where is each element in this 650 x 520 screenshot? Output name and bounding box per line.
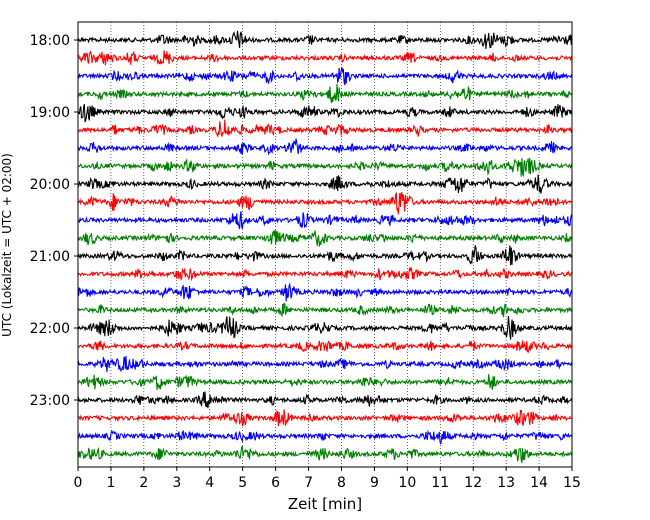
trace-2130	[77, 282, 572, 302]
trace-2145	[77, 302, 573, 318]
y-tick-label: 18:00	[30, 33, 70, 49]
x-grid	[110, 22, 540, 467]
trace-1930	[77, 138, 573, 156]
trace-2345	[77, 446, 573, 464]
trace-2030	[77, 211, 573, 229]
trace-2100	[77, 245, 573, 266]
trace-2200	[77, 315, 573, 340]
x-tick-label: 13	[497, 475, 515, 491]
trace-1915	[77, 119, 573, 138]
trace-1900	[77, 103, 573, 123]
x-tick-label: 14	[530, 475, 548, 491]
x-tick-label: 10	[398, 475, 416, 491]
y-tick-label: 21:00	[30, 249, 70, 265]
trace-2315	[77, 409, 573, 427]
trace-1830	[77, 67, 573, 86]
trace-2115	[77, 266, 573, 282]
x-ticks: 0 1 2 3 4 5 6 7 8 9 10 11 12 13 14 15	[74, 467, 581, 491]
trace-2245	[77, 374, 573, 391]
trace-2045	[77, 229, 573, 247]
x-tick-label: 2	[139, 475, 148, 491]
trace-2015	[77, 191, 573, 215]
traces	[77, 30, 573, 464]
y-tick-label: 19:00	[30, 105, 70, 121]
x-tick-label: 5	[238, 475, 247, 491]
x-tick-label: 12	[464, 475, 482, 491]
trace-2230	[77, 356, 573, 373]
x-tick-label: 11	[431, 475, 449, 491]
trace-2215	[77, 340, 573, 354]
plot-frame	[77, 21, 573, 468]
trace-2330	[77, 429, 573, 445]
trace-2300	[77, 391, 573, 409]
y-tick-label: 20:00	[30, 177, 70, 193]
x-axis-label: Zeit [min]	[288, 495, 362, 513]
trace-1845	[77, 83, 573, 103]
x-tick-label: 0	[74, 475, 83, 491]
trace-1945	[77, 157, 573, 178]
y-tick-label: 23:00	[30, 393, 70, 409]
plot-area	[78, 22, 572, 467]
x-tick-label: 1	[106, 475, 115, 491]
x-tick-label: 9	[370, 475, 379, 491]
trace-2000	[77, 174, 573, 194]
trace-1800	[77, 30, 573, 49]
x-tick-label: 4	[205, 475, 214, 491]
y-ticks: 18:00 19:00 20:00 21:00 22:00 23:00	[30, 33, 78, 409]
x-tick-label: 15	[563, 475, 581, 491]
y-axis-label: UTC (Lokalzeit = UTC + 02:00)	[0, 153, 14, 337]
x-tick-label: 3	[172, 475, 181, 491]
x-tick-label: 6	[271, 475, 280, 491]
x-tick-label: 8	[337, 475, 346, 491]
y-tick-label: 22:00	[30, 321, 70, 337]
trace-1815	[77, 50, 573, 66]
x-tick-label: 7	[304, 475, 313, 491]
